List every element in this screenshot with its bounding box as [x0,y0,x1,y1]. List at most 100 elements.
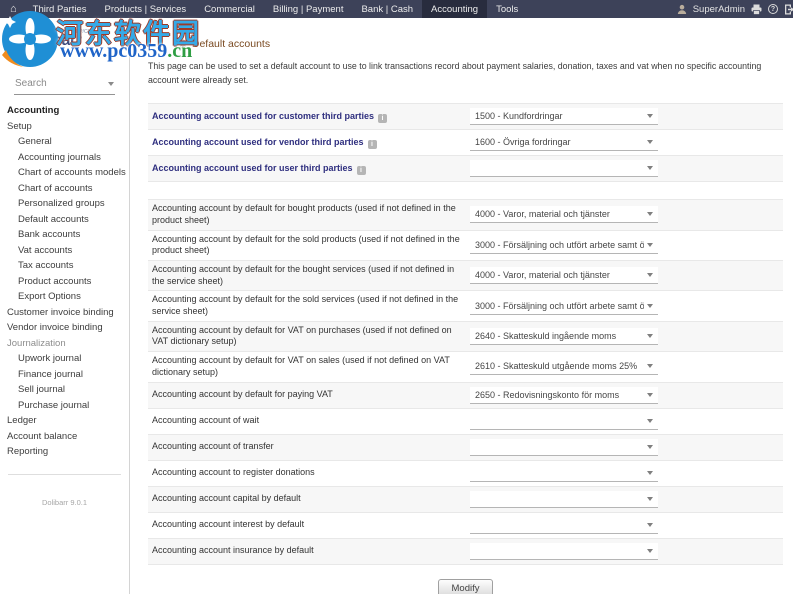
sidebar-item[interactable]: Upwork journal [18,353,82,364]
account-select[interactable]: 3000 - Försäljning och utfört arbete sam… [470,297,658,315]
field-label: Accounting account by default for the bo… [152,264,455,286]
sidebar-item[interactable]: Chart of accounts models [18,167,126,178]
top-menubar: ⌂ Third Parties Products | Services Comm… [0,0,793,18]
chevron-down-icon [647,496,653,501]
field-label: Accounting account by default for bought… [152,203,456,225]
menu-item[interactable]: Accounting [422,0,488,18]
account-select[interactable]: 2640 - Skatteskuld ingående moms [470,327,658,345]
field-value-cell: 4000 - Varor, material och tjänster [466,206,783,224]
field-value-cell [466,464,783,482]
print-icon[interactable] [751,4,762,15]
logo-block[interactable]: Dolibarr ERP/CRM [0,18,129,65]
info-icon[interactable]: i [356,165,366,175]
page-body: Dolibarr ERP/CRM Search Accounting Setup… [0,18,793,594]
sidebar-item[interactable]: Finance journal [18,368,83,380]
chevron-down-icon [647,548,653,553]
account-select-value: 4000 - Varor, material och tjänster [475,209,610,220]
sidebar-item[interactable]: Journalization [7,337,66,349]
account-select[interactable]: 1500 - Kundfordringar [470,108,658,126]
home-menu-item[interactable]: ⌂ [0,0,24,18]
menu-item[interactable]: Commercial [204,3,255,15]
account-select[interactable]: 2610 - Skatteskuld utgående moms 25% [470,358,658,376]
page-title-row: ⚙ Default accounts [148,38,783,50]
field-value-cell [466,438,783,456]
account-select[interactable] [470,542,658,560]
field-value-cell: 1500 - Kundfordringar [466,108,783,126]
field-label: Accounting account capital by default [152,493,301,504]
field-label: Accounting account used for user third p… [148,160,466,178]
account-select[interactable]: 1600 - Övriga fordringar [470,134,658,152]
field-label: Accounting account interest by default [152,519,305,530]
table-row: Accounting account insurance by default [148,538,783,565]
table-row: Accounting account by default for bought… [148,200,783,231]
field-value-cell: 3000 - Försäljning och utfört arbete sam… [466,297,783,315]
info-icon[interactable]: i [378,113,388,123]
actions-row: Modify [148,578,783,594]
sidebar-footer: Dolibarr 9.0.1 [8,473,121,510]
sidebar-item[interactable]: Personalized groups [18,198,105,209]
menu-item[interactable]: Third Parties [32,3,87,15]
sidebar-item[interactable]: Default accounts [18,213,89,225]
account-select[interactable] [470,516,658,534]
page-title: Default accounts [191,38,271,50]
sidebar-item[interactable]: Accounting journals [18,151,101,163]
account-select[interactable]: 2650 - Redovisningskonto för moms [470,386,658,404]
chevron-down-icon [647,444,653,449]
help-icon[interactable]: ? [768,4,778,14]
field-label: Accounting account by default for VAT on… [152,355,450,377]
menu-item[interactable]: Bank | Cash [361,3,414,15]
user-name[interactable]: SuperAdmin [692,3,745,15]
field-value-cell: 3000 - Försäljning och utfört arbete sam… [466,236,783,254]
account-select[interactable]: 3000 - Försäljning och utfört arbete sam… [470,236,658,254]
sidebar-item[interactable]: Chart of accounts [18,182,93,194]
sidebar-item[interactable]: Vat accounts [18,244,73,256]
sidebar-item[interactable]: Export Options [18,291,81,302]
menu-item[interactable]: Billing | Payment [272,3,344,15]
default-accounts-table: Accounting account by default for bought… [148,199,783,565]
account-select[interactable] [470,438,658,456]
account-select-value: 4000 - Varor, material och tjänster [475,270,610,281]
account-select[interactable] [470,160,658,178]
sidebar-item[interactable]: General [18,136,52,147]
sidebar-item[interactable]: Sell journal [18,384,65,395]
search-select[interactable]: Search [14,76,115,95]
sidebar-item[interactable]: Bank accounts [18,229,81,240]
page-description: This page can be used to set a default a… [148,61,762,85]
modify-button[interactable]: Modify [437,578,494,594]
menu-item[interactable]: Tools [496,3,519,15]
sidebar-item[interactable]: Customer invoice binding [7,306,114,318]
sidebar-item[interactable]: Purchase journal [18,399,90,411]
table-row: Accounting account to register donations [148,461,783,487]
sidebar-item[interactable]: Vendor invoice binding [7,322,103,333]
sidebar-item[interactable]: Reporting [7,446,49,457]
field-label: Accounting account by default for the so… [152,294,459,317]
sidebar-item[interactable]: Ledger [7,415,37,426]
account-select[interactable]: 4000 - Varor, material och tjänster [470,267,658,285]
account-select[interactable] [470,490,658,508]
setup-gear-icon: ⚙ [178,37,188,50]
field-value-cell: 4000 - Varor, material och tjänster [466,267,783,285]
info-icon[interactable]: i [367,139,377,149]
sidebar-item[interactable]: Setup [7,120,32,132]
account-select[interactable]: 4000 - Varor, material och tjänster [470,206,658,224]
chevron-down-icon [647,392,653,397]
field-label: Accounting account used for customer thi… [148,108,466,126]
table-row: Accounting account by default for the so… [148,291,783,322]
logo-wordmark: Dolibarr ERP/CRM [24,29,96,49]
sidebar-menu: Accounting Setup General Accounting jour… [0,103,129,460]
account-select[interactable] [470,464,658,482]
sidebar-item[interactable]: Product accounts [18,275,92,287]
logout-icon[interactable] [784,4,793,15]
sidebar-item[interactable]: Tax accounts [18,260,74,271]
user-zone: SuperAdmin ? [677,0,793,18]
chevron-down-icon [108,81,114,86]
menu-item[interactable]: Products | Services [104,3,187,15]
account-select-value: 2610 - Skatteskuld utgående moms 25% [475,361,638,372]
sidebar-item[interactable]: Accounting [7,105,60,116]
field-label: Accounting account by default for paying… [152,389,333,400]
account-select[interactable] [470,412,658,430]
field-label: Accounting account to register donations [152,467,315,478]
table-row: Accounting account used for vendor third… [148,130,783,157]
sidebar-item[interactable]: Account balance [7,430,78,442]
